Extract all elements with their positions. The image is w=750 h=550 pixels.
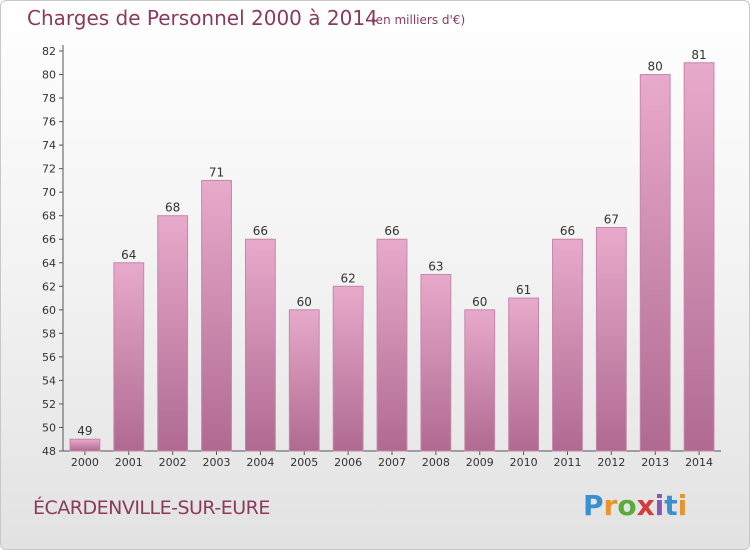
y-tick-label: 78: [42, 92, 56, 105]
bar: [508, 297, 540, 452]
bar: [420, 274, 452, 452]
y-tick-label: 80: [42, 69, 56, 82]
y-tick-label: 64: [42, 257, 56, 270]
x-tick-label: 2011: [553, 456, 581, 469]
y-tick-label: 54: [42, 374, 56, 387]
bar-value-label: 66: [253, 224, 268, 238]
y-tick-label: 52: [42, 398, 56, 411]
bar: [288, 309, 320, 452]
y-tick-label: 58: [42, 327, 56, 340]
bar: [244, 238, 276, 452]
bar: [464, 309, 496, 452]
bar: [376, 238, 408, 452]
x-tick-label: 2000: [71, 456, 99, 469]
y-tick-label: 48: [42, 445, 56, 458]
bar: [552, 238, 583, 452]
y-tick-label: 60: [42, 304, 56, 317]
bar: [113, 262, 145, 452]
bar-value-label: 64: [121, 248, 136, 262]
x-tick-label: 2012: [597, 456, 625, 469]
x-tick-label: 2014: [685, 456, 713, 469]
y-tick-label: 68: [42, 210, 56, 223]
x-tick-label: 2006: [334, 456, 362, 469]
y-tick-label: 76: [42, 116, 56, 129]
bar-value-label: 60: [297, 295, 312, 309]
logo-letter: t: [664, 489, 678, 522]
y-tick-label: 56: [42, 351, 56, 364]
x-tick-label: 2002: [159, 456, 187, 469]
bar-value-label: 63: [428, 260, 443, 274]
bar-value-label: 68: [165, 201, 180, 215]
y-tick-label: 72: [42, 163, 56, 176]
logo-letter: i: [677, 489, 688, 522]
bar: [595, 226, 627, 452]
bar-value-label: 66: [384, 224, 399, 238]
bar-value-label: 61: [516, 283, 531, 297]
bar-value-label: 60: [472, 295, 487, 309]
y-tick-label: 66: [42, 233, 56, 246]
bar-value-label: 49: [77, 424, 92, 438]
x-tick-label: 2004: [246, 456, 274, 469]
x-tick-label: 2008: [422, 456, 450, 469]
bar-value-label: 62: [340, 271, 355, 285]
bar-value-label: 81: [691, 48, 706, 62]
x-tick-label: 2009: [466, 456, 494, 469]
chart-unit: (en milliers d'€): [371, 13, 466, 27]
x-tick-label: 2013: [641, 456, 669, 469]
bar-value-label: 66: [560, 224, 575, 238]
bar-value-label: 67: [604, 212, 619, 226]
x-tick-label: 2005: [290, 456, 318, 469]
bar: [332, 285, 364, 452]
bar-value-label: 71: [209, 165, 224, 179]
logo-letter: r: [603, 489, 618, 522]
logo-letter: P: [583, 489, 604, 522]
logo-letter: o: [617, 489, 637, 522]
axes: 48 50 52 54 56 58 60 62 64 66 68 70 72 74 76 78 80 82: [42, 45, 721, 458]
y-tick-label: 50: [42, 421, 56, 434]
bars: [69, 62, 715, 452]
y-tick-label: 62: [42, 280, 56, 293]
place-name: ÉCARDENVILLE-SUR-EURE: [33, 497, 270, 519]
bar-value-label: 80: [648, 60, 663, 74]
chart-title: Charges de Personnel 2000 à 2014: [27, 6, 378, 30]
y-tick-label: 82: [42, 45, 56, 58]
bar: [639, 74, 671, 452]
x-tick-label: 2001: [115, 456, 143, 469]
bar: [683, 62, 715, 452]
proxiti-logo: Proxiti: [583, 489, 687, 522]
labels: 49 2000 64 2001 68 2002 71 2003 66 2004 60 2005 62 20…: [71, 48, 713, 469]
x-tick-label: 2007: [378, 456, 406, 469]
y-tick-label: 70: [42, 186, 56, 199]
bar: [69, 438, 101, 452]
bar: [201, 179, 232, 452]
x-tick-label: 2010: [510, 456, 538, 469]
bar: [157, 215, 189, 452]
logo-letter: x: [636, 489, 655, 522]
logo-letter: i: [654, 489, 665, 522]
x-tick-label: 2003: [203, 456, 231, 469]
y-tick-label: 74: [42, 139, 56, 152]
